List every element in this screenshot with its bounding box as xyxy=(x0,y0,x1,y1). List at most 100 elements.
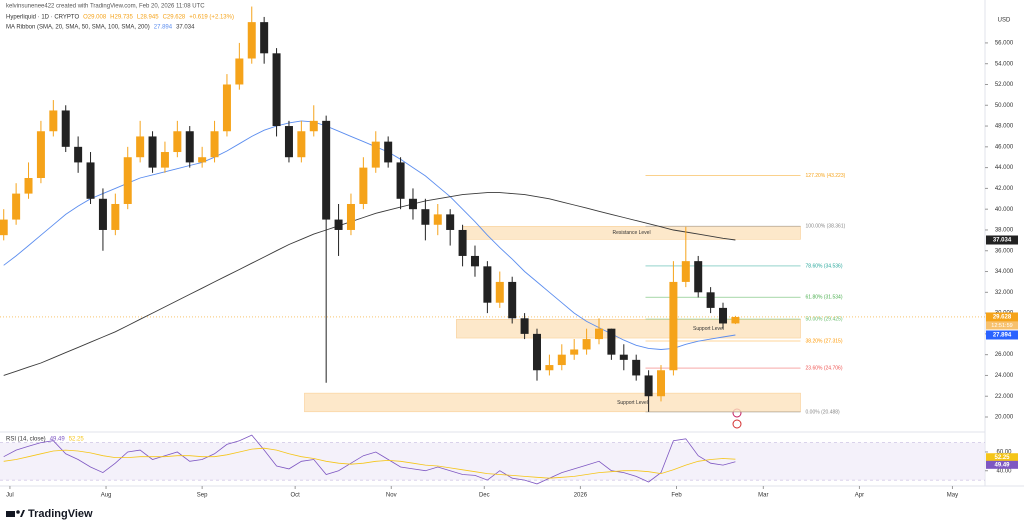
legend-text: 37.034 xyxy=(176,25,195,31)
candle-body xyxy=(731,316,740,324)
candle-body xyxy=(433,214,442,225)
fib-label: 38.20% (27.315) xyxy=(806,338,843,344)
candle-body xyxy=(570,349,579,355)
candle-body xyxy=(111,203,120,230)
rsi-line xyxy=(3,447,736,479)
zone-label: Support Level xyxy=(617,400,648,406)
x-tick-label: Sep xyxy=(197,493,208,499)
candle-body xyxy=(532,333,541,371)
candle-body xyxy=(322,120,331,220)
candle-body xyxy=(508,281,517,319)
x-tick-label: Aug xyxy=(101,493,112,499)
candle-body xyxy=(384,141,393,163)
fib-label: 61.80% (31.534) xyxy=(806,294,843,300)
legend-text: kelvinsunenee422 created with TradingVie… xyxy=(6,4,205,10)
price-tag-label: 37.034 xyxy=(993,238,1012,244)
candle-body xyxy=(719,307,728,324)
legend-text: +0.619 (+2.13%) xyxy=(189,15,234,21)
candle-body xyxy=(594,328,603,340)
candle-body xyxy=(136,136,145,158)
price-tag xyxy=(986,235,1018,245)
candle-body xyxy=(446,214,455,230)
x-tick-label: Jul xyxy=(6,493,14,499)
candle-body xyxy=(309,120,318,132)
candle-body xyxy=(284,126,293,158)
legend-text: O29.008 xyxy=(83,15,107,21)
candle-body xyxy=(198,157,207,163)
value-tag-label: 52.25 xyxy=(994,455,1010,461)
y-tick-label: 56.000 xyxy=(995,40,1014,46)
countdown-tag xyxy=(986,321,1018,330)
fib-label: 50.00% (29.425) xyxy=(806,316,843,322)
y-tick-label: 40.00 xyxy=(996,468,1012,474)
value-tag-label: 49.49 xyxy=(994,462,1010,468)
legend-text: 27.894 xyxy=(154,25,173,31)
y-tick-label: 40.000 xyxy=(995,207,1014,213)
candle-body xyxy=(272,53,281,127)
candle-body xyxy=(706,292,715,308)
y-tick-label: 32.000 xyxy=(995,290,1014,296)
y-tick-label: 34.000 xyxy=(995,269,1014,275)
candle-body xyxy=(210,131,219,158)
fib-label: 78.60% (34.536) xyxy=(806,263,843,269)
candle-body xyxy=(86,162,95,199)
y-tick-label: 44.000 xyxy=(995,165,1014,171)
candle-body xyxy=(483,266,492,303)
candle-body xyxy=(619,354,628,360)
candle-body xyxy=(222,84,231,132)
countdown: 12:51:59 xyxy=(991,323,1012,329)
candle-body xyxy=(247,22,256,59)
x-tick-label: Apr xyxy=(855,493,864,499)
y-tick-label: 48.000 xyxy=(995,124,1014,130)
legend-text: 52.25 xyxy=(69,437,85,443)
candle-body xyxy=(582,339,591,350)
candle-body xyxy=(185,131,194,163)
value-tag xyxy=(986,460,1018,469)
candle-body xyxy=(148,136,157,168)
x-tick-label: Nov xyxy=(386,493,397,499)
candle-body xyxy=(359,167,368,204)
y-tick-label: 20.000 xyxy=(995,415,1014,421)
y-tick-label: 46.000 xyxy=(995,144,1014,150)
candle-body xyxy=(160,152,169,168)
x-tick-label: May xyxy=(947,493,958,499)
candle-body xyxy=(12,193,21,220)
zone-label: Resistance Level xyxy=(613,230,651,236)
candle-body xyxy=(557,354,566,366)
candle-body xyxy=(235,58,244,85)
zone-label: Support Level xyxy=(693,326,724,332)
candle-body xyxy=(520,318,529,334)
x-tick-label: 2026 xyxy=(574,493,588,499)
candle-body xyxy=(408,198,417,210)
candle-body xyxy=(61,110,70,147)
brand-name: TradingView xyxy=(28,508,93,520)
zone xyxy=(304,392,801,413)
legend-text: C29.628 xyxy=(163,15,186,21)
fib-label: 127.20% (43.223) xyxy=(806,173,846,179)
y-tick-label: 26.000 xyxy=(995,352,1014,358)
legend-text: L28.945 xyxy=(137,15,159,21)
candle-body xyxy=(297,131,306,158)
y-tick-label: 54.000 xyxy=(995,61,1014,67)
fib-label: 100.00% (38.361) xyxy=(806,224,846,230)
candle-body xyxy=(334,219,343,230)
candle-body xyxy=(0,219,8,236)
candle-body xyxy=(694,261,703,293)
logo-mark xyxy=(20,510,25,517)
price-tag-label: 29.628 xyxy=(993,315,1012,321)
value-tag xyxy=(986,453,1018,462)
y-tick-label: 50.000 xyxy=(995,103,1014,109)
legend-text: MA Ribbon (SMA, 20, SMA, 50, SMA, 100, S… xyxy=(6,25,150,31)
x-tick-label: Feb xyxy=(671,493,682,499)
price-tag xyxy=(986,312,1018,322)
candle-body xyxy=(421,209,430,225)
candle-body xyxy=(49,110,58,132)
candle-body xyxy=(74,146,83,163)
rsi-band xyxy=(0,442,985,481)
fib-label: 0.00% (20.488) xyxy=(806,409,841,415)
candle-body xyxy=(657,370,666,397)
candle-body xyxy=(495,281,504,303)
y-tick-label: 24.000 xyxy=(995,373,1014,379)
currency: USD xyxy=(998,18,1011,24)
